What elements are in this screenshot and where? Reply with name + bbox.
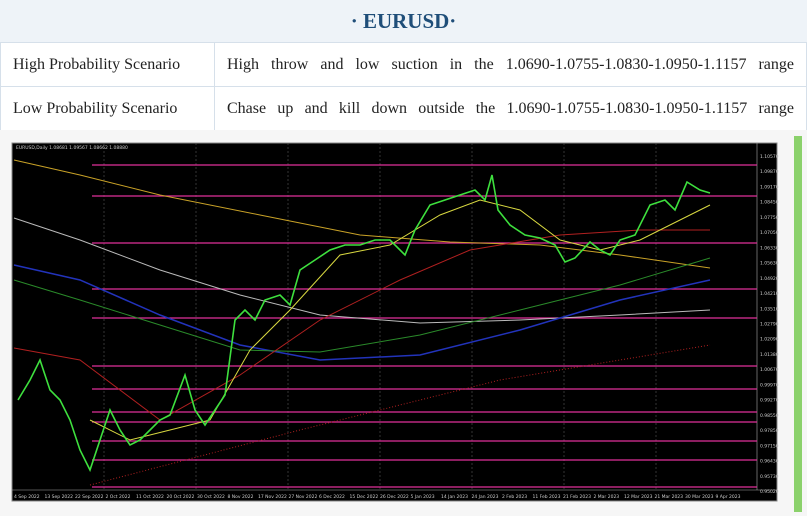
date-label: 2 Mar 2023 <box>594 494 620 500</box>
date-label: 8 Nov 2022 <box>228 494 254 500</box>
date-axis: 4 Sep 2022 13 Sep 2022 22 Sep 2022 2 Oct 20… <box>14 494 741 500</box>
date-label: 17 Nov 2022 <box>258 494 287 500</box>
price-label: 0.98550 <box>760 413 779 419</box>
cell: High throw and low suction in the 1.0690… <box>214 42 807 87</box>
date-label: 24 Jan 2023 <box>472 494 499 500</box>
price-label: 1.07750 <box>760 215 779 221</box>
price-label: 1.07050 <box>760 230 779 236</box>
cell: Low Probability Scenario <box>0 86 215 131</box>
price-label: 1.06330 <box>760 245 779 251</box>
grid <box>103 143 657 490</box>
price-label: 1.04920 <box>760 276 779 282</box>
plot-bg <box>11 142 778 502</box>
date-label: 14 Jan 2023 <box>441 494 468 500</box>
price-label: 1.08450 <box>760 200 779 206</box>
date-label: 27 Nov 2022 <box>289 494 318 500</box>
title: · EURUSD· <box>0 0 807 42</box>
date-label: 13 Sep 2022 <box>45 494 74 500</box>
side-strip <box>794 136 802 512</box>
chart-label: EURUSD,Daily 1.08681 1.09567 1.08662 1.0… <box>16 145 128 151</box>
date-label: 21 Feb 2023 <box>563 494 591 500</box>
price-label: 1.00670 <box>760 367 779 373</box>
price-label: 1.03510 <box>760 306 779 312</box>
price-label: 0.96430 <box>760 459 779 465</box>
date-label: 9 Apr 2023 <box>716 494 741 500</box>
price-label: 1.02090 <box>760 337 779 343</box>
price-axis: 1.10570 1.09870 1.09170 1.08450 1.07750 1.070… <box>760 154 779 495</box>
price-label: 0.95730 <box>760 474 779 480</box>
levels <box>92 164 757 488</box>
date-label: 2 Feb 2023 <box>502 494 527 500</box>
date-label: 15 Dec 2022 <box>350 494 379 500</box>
date-label: 5 Jan 2023 <box>411 494 435 500</box>
date-label: 26 Dec 2022 <box>380 494 409 500</box>
price-label: 1.01380 <box>760 352 779 358</box>
price-label: 0.99270 <box>760 398 779 404</box>
date-label: 12 Mar 2023 <box>624 494 653 500</box>
price-label: 1.10570 <box>760 154 779 160</box>
price-label: 1.05630 <box>760 261 779 267</box>
date-label: 2 Oct 2022 <box>106 494 131 500</box>
price-label: 0.97150 <box>760 443 779 449</box>
date-label: 30 Mar 2023 <box>685 494 714 500</box>
date-label: 21 Mar 2023 <box>655 494 684 500</box>
price-label: 1.02790 <box>760 322 779 328</box>
price-label: 0.95020 <box>760 489 779 495</box>
price-label: 1.09870 <box>760 169 779 175</box>
row: High Probability Scenario High throw and … <box>0 42 807 87</box>
cell: High Probability Scenario <box>0 42 215 87</box>
price-label: 0.97850 <box>760 428 779 434</box>
date-label: 30 Oct 2022 <box>197 494 225 500</box>
scenario-table: High Probability Scenario High throw and … <box>0 42 807 131</box>
row: Low Probability Scenario Chase up and kil… <box>0 86 807 131</box>
date-label: 4 Sep 2022 <box>14 494 40 500</box>
date-label: 11 Oct 2022 <box>136 494 164 500</box>
price-line <box>17 174 711 473</box>
chart-image: 1.10570 1.09870 1.09170 1.08450 1.07750 1.070… <box>0 130 807 516</box>
price-label: 1.04210 <box>760 291 779 297</box>
date-label: 11 Feb 2023 <box>533 494 561 500</box>
price-label: 0.99970 <box>760 382 779 388</box>
date-label: 20 Oct 2022 <box>167 494 195 500</box>
cell: Chase up and kill down outside the 1.069… <box>214 86 807 131</box>
date-label: 22 Sep 2022 <box>75 494 104 500</box>
date-label: 6 Dec 2022 <box>319 494 345 500</box>
price-label: 1.09170 <box>760 184 779 190</box>
